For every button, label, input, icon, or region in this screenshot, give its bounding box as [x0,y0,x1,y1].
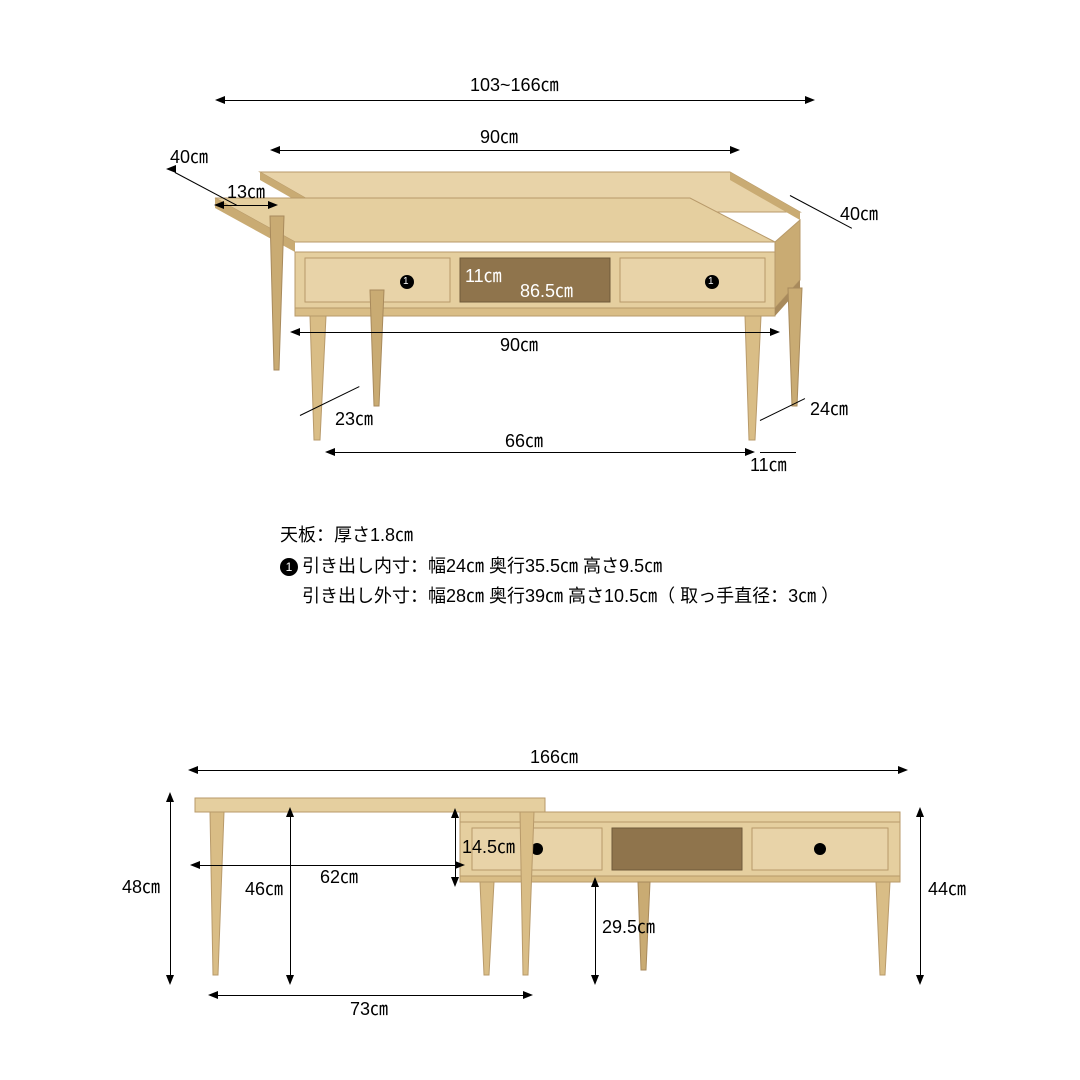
dim-line [170,800,171,975]
top-figure-drawing [120,120,860,460]
spec-line-2: 1引き出し内寸：幅24㎝ 奥行35.5㎝ 高さ9.5㎝ [280,551,839,582]
bullet-icon: 1 [280,558,298,576]
dim-66: 66㎝ [505,432,543,450]
dim-line [225,100,805,101]
spec-line-1: 天板：厚さ1.8㎝ [280,520,839,551]
dim-body-90: 90㎝ [500,336,538,354]
dim-29-5: 29.5㎝ [602,918,655,936]
dim-11: 11㎝ [750,456,787,474]
dim-opening-w: 86.5㎝ [520,282,573,300]
dim-top-90: 90㎝ [480,128,518,146]
dim-73: 73㎝ [350,1000,388,1018]
spec-text-block: 天板：厚さ1.8㎝ 1引き出し内寸：幅24㎝ 奥行35.5㎝ 高さ9.5㎝ 引き… [280,520,839,612]
dim-total-width-range: 103~166㎝ [470,76,559,94]
dim-line [280,150,730,151]
dim-48: 48㎝ [122,878,160,896]
dim-23: 23㎝ [335,410,373,428]
dim-62: 62㎝ [320,868,358,886]
dim-46: 46㎝ [245,880,283,898]
dim-line [223,205,268,206]
dim-14-5: 14.5㎝ [462,838,515,856]
dim-line [335,452,745,453]
dim-depth-left: 40㎝ [170,148,208,166]
drawer-knob-left: 1 [400,275,414,289]
dim-opening-h: 11㎝ [465,267,502,285]
dim-13: 13㎝ [227,183,265,201]
dim-line [920,815,921,975]
dim-166: 166㎝ [530,748,578,766]
dim-line [760,452,796,453]
dim-line [595,885,596,975]
dim-24: 24㎝ [810,400,848,418]
dim-line [198,770,898,771]
spec-line-3: 引き出し外寸：幅28㎝ 奥行39㎝ 高さ10.5㎝（ 取っ手直径：3㎝ ） [280,581,839,612]
dim-44: 44㎝ [928,880,966,898]
dim-line [200,865,455,866]
diagram-page: 1 1 103~166㎝ 90㎝ 40㎝ 13㎝ 40㎝ 11㎝ 86.5㎝ 9… [0,0,1080,1080]
dim-line [300,332,770,333]
drawer-knob-right: 1 [705,275,719,289]
dim-line [290,815,291,975]
dim-line [218,995,523,996]
dim-depth-right: 40㎝ [840,205,878,223]
